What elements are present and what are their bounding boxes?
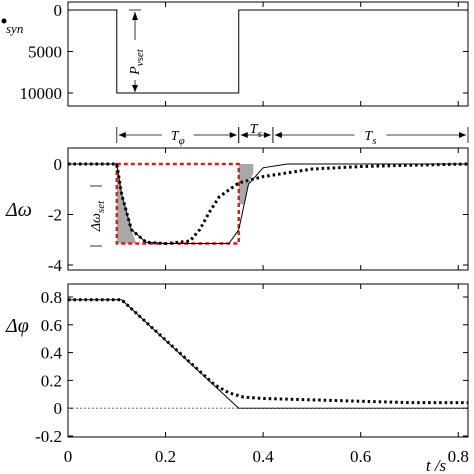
x-axis-label: t /s [426,456,447,474]
arrow-head [459,132,466,138]
y-axis-label: Δω [5,199,32,221]
arrow-head [132,85,138,92]
annotation-label: Δωset [89,200,107,232]
span-label: Ts [364,129,376,147]
y-tick-label: 0.6 [41,316,62,335]
shaded-area [116,164,137,244]
arrow-head [132,12,138,20]
y-tick-label: 5000 [28,43,62,62]
x-tick-label: 0.8 [448,447,469,466]
y-axis-label: syn [6,21,23,36]
series-line-solid [68,299,468,409]
arrow-head [240,132,248,138]
series-line-solid [68,163,468,245]
shaded-area [238,164,254,205]
x-tick-label: 0.6 [350,447,371,466]
arrow-head [263,132,271,138]
y-tick-label: 0 [54,1,63,20]
bullet-marker [1,18,7,24]
y-axis-label: Δφ [5,315,29,337]
y-tick-label: -0.2 [35,427,62,446]
series-line-solid [68,9,468,94]
y-tick-label: 0.2 [41,371,62,390]
x-tick-label: 0.2 [155,447,176,466]
panel-power: 0 5000 10000 syn Pvset [1,1,469,107]
span-label: Ts [250,122,262,140]
series-line-dotted [68,298,468,405]
y-tick-label: -2 [48,206,62,225]
series-line-dotted [68,162,469,246]
axes-frame [67,283,469,438]
arrow-head [229,132,237,138]
x-tick-label: 0 [64,447,73,466]
panel-frequency-deviation: 0 -2 -4 Δω Tφ Ts Ts Δωset [5,122,469,275]
arrow-head [274,132,282,138]
axes-frame [67,147,469,271]
y-tick-label: 0.4 [41,344,63,363]
span-label: Tφ [171,129,185,147]
y-tick-label: 10000 [20,84,63,103]
arrow-head [118,132,126,138]
annotation-label: Pvset [128,48,146,76]
y-tick-label: -4 [48,256,63,275]
y-tick-label: 0 [54,399,63,418]
target-box [115,162,240,245]
axes-frame [67,1,469,107]
y-tick-label: 0 [54,155,63,174]
x-tick-label: 0.4 [252,447,274,466]
y-tick-label: 0.8 [41,288,62,307]
